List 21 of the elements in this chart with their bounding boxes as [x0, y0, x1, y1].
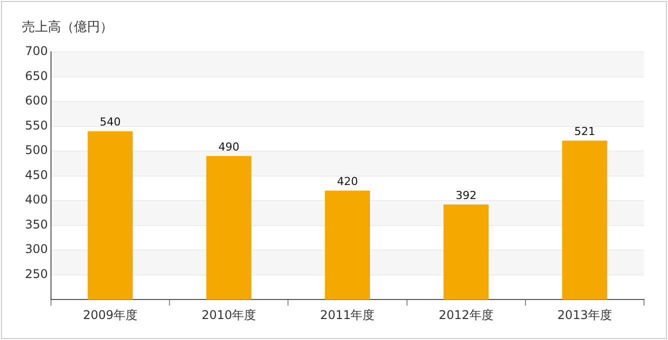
- data-label: 490: [218, 140, 240, 154]
- x-tick-label: 2010年度: [202, 308, 256, 322]
- y-tick-label: 550: [25, 118, 48, 132]
- y-tick-label: 600: [25, 94, 48, 108]
- chart-title: 売上高（億円）: [22, 19, 113, 36]
- x-tick-label: 2012年度: [438, 308, 494, 322]
- data-label: 540: [100, 116, 121, 129]
- y-tick-label: 450: [25, 168, 48, 182]
- y-tick-label: 350: [25, 217, 48, 232]
- data-label: 521: [574, 125, 596, 138]
- x-tick-label: 2013年度: [557, 308, 612, 322]
- y-tick-label: 300: [25, 242, 48, 256]
- y-tick-label: 250: [25, 266, 48, 281]
- y-tick-label: 650: [25, 68, 48, 83]
- x-tick-label: 2009年度: [82, 308, 138, 322]
- x-tick-label: 2011年度: [320, 308, 375, 322]
- data-label: 420: [336, 175, 358, 188]
- y-tick-label: 400: [25, 192, 48, 207]
- data-label: 392: [456, 188, 477, 202]
- y-tick-label: 700: [25, 44, 48, 58]
- y-tick-label: 500: [25, 143, 48, 158]
